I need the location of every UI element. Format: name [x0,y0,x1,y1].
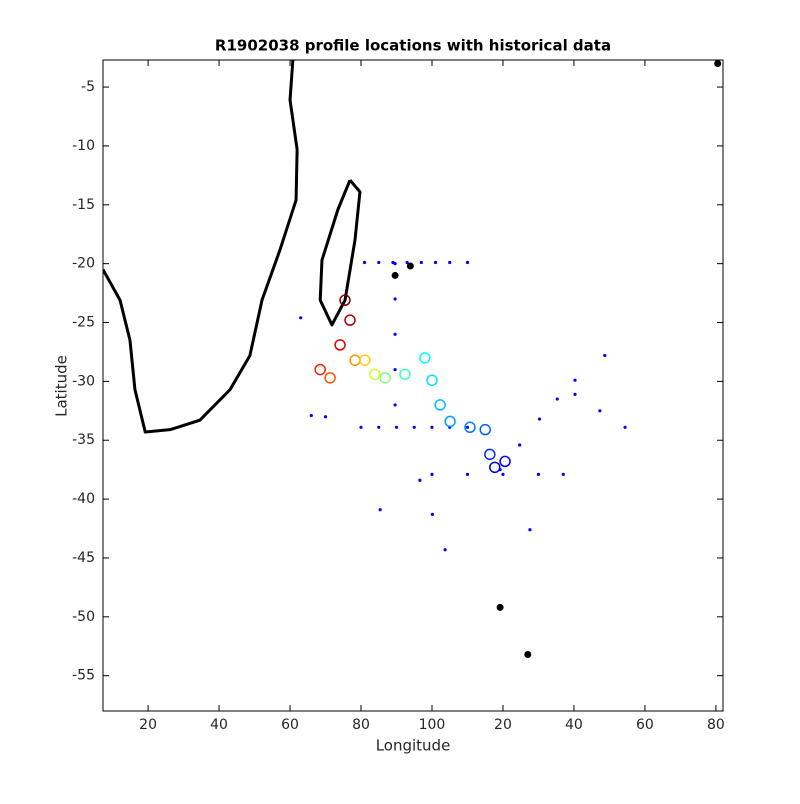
x-tick-label: 80 [352,717,370,733]
coastline [318,179,362,327]
profile-point [444,415,456,428]
island [391,271,399,279]
historical-point [299,316,303,320]
historical-point [430,425,434,429]
historical-point [561,472,565,476]
y-tick-label: -45 [72,550,95,566]
profile-point [434,399,446,411]
profile-point [324,372,336,384]
y-tick-label: -30 [72,373,95,389]
historical-point [501,472,505,476]
profile-point [369,368,381,381]
y-tick-label: -50 [72,609,95,625]
historical-point [598,409,602,413]
historical-point [393,297,397,301]
historical-point [430,472,434,476]
chart-title: R1902038 profile locations with historic… [215,37,611,55]
historical-point [433,260,438,265]
historical-point [555,397,559,401]
profile-point [499,455,511,468]
historical-point [393,368,397,372]
profile-point [426,374,438,386]
historical-point [518,443,522,447]
historical-point [377,260,381,265]
historical-point [465,425,470,429]
x-tick-label: 20 [494,717,512,733]
profile-point [314,363,326,376]
profile-point [379,372,391,384]
y-tick-label: -20 [72,256,95,272]
y-tick-label: -5 [81,79,95,95]
profile-point [359,354,371,366]
historical-point [573,378,577,382]
historical-point [536,472,541,476]
island [406,262,414,270]
profile-point [339,294,351,306]
y-tick-label: -55 [72,668,95,684]
x-tick-label: 60 [281,717,299,733]
historical-point [359,425,363,429]
historical-point [528,528,532,532]
historical-point [377,425,381,429]
profile-point [419,352,431,364]
y-axis-label: Latitude [53,355,71,417]
coastline [103,60,299,434]
x-tick-label: 80 [707,717,725,733]
profile-point [334,339,346,351]
plot-area [103,60,722,658]
historical-point [309,413,313,418]
historical-point [393,332,397,336]
profile-point [464,421,476,434]
historical-point [323,415,328,419]
x-tick-label: 100 [419,717,446,733]
historical-point [405,260,409,265]
x-tick-label: 40 [565,717,583,733]
island [496,603,504,611]
y-tick-label: -25 [72,315,95,331]
historical-point [465,260,470,265]
y-tick-label: -40 [72,491,95,507]
y-tick-label: -35 [72,432,95,448]
island [714,60,722,68]
historical-point [394,425,399,429]
historical-point [393,262,397,266]
historical-point [465,472,470,476]
island [524,650,532,658]
axes-box [102,59,724,712]
profile-point [484,448,496,461]
historical-point [573,392,577,396]
historical-point [623,425,627,429]
historical-point [430,512,434,517]
x-axis-label: Longitude [376,737,451,755]
historical-point [443,548,447,552]
profile-point [489,461,501,474]
profile-point [479,423,491,436]
historical-point [603,353,607,358]
y-tick-label: -15 [72,197,95,213]
historical-point [418,478,422,482]
historical-point [537,417,542,421]
historical-point [412,425,416,429]
historical-point [419,260,423,265]
historical-point [448,260,452,265]
historical-point [393,403,397,407]
historical-point [362,260,367,265]
y-tick-label: -10 [72,138,95,154]
profile-point [344,314,356,326]
x-tick-label: 60 [636,717,654,733]
historical-point [378,508,382,512]
profile-point [399,368,411,381]
x-tick-label: 40 [210,717,228,733]
x-tick-label: 20 [139,717,157,733]
